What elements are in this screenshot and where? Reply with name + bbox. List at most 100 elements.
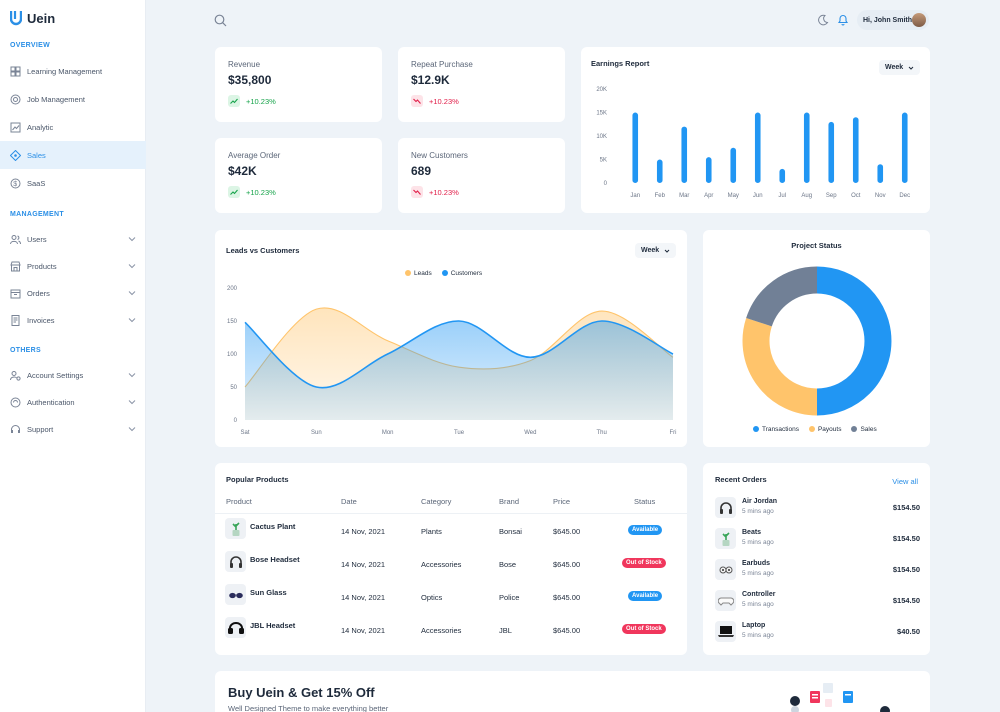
column-header-price[interactable]: Price: [553, 497, 571, 506]
table-row[interactable]: Cactus Plant 14 Nov, 2021 Plants Bonsai …: [215, 515, 687, 548]
chevron-down-icon: [128, 264, 136, 269]
moon-icon[interactable]: [817, 14, 829, 26]
x-tick-label: Jun: [753, 193, 763, 199]
stat-value: $12.9K: [411, 73, 450, 87]
column-header-status[interactable]: Status: [634, 497, 656, 506]
sidebar-item-products[interactable]: Products: [0, 252, 146, 280]
controller-icon: [715, 590, 736, 611]
recent-orders-title: Recent Orders: [715, 475, 767, 484]
project-legend: Transactions Payouts Sales: [753, 426, 877, 433]
plant-icon: [715, 528, 736, 549]
diamond-icon: [10, 149, 21, 161]
sidebar-item-job-management[interactable]: Job Management: [0, 85, 146, 113]
sidebar-item-account-settings[interactable]: Account Settings: [0, 361, 146, 389]
sidebar-item-learning-management[interactable]: Learning Management: [0, 57, 146, 85]
x-tick-label: May: [728, 193, 739, 199]
table-row[interactable]: JBL Headset 14 Nov, 2021 Accessories JBL…: [215, 614, 687, 647]
order-price: $154.50: [892, 534, 920, 543]
product-name: JBL Headset: [250, 621, 296, 630]
product-price: $645.00: [553, 593, 581, 602]
sidebar-item-label: Support: [27, 424, 54, 434]
donut-slice-sales: [746, 266, 818, 327]
dashboard-icon: [10, 66, 21, 76]
product-brand: Bose: [499, 560, 517, 569]
bar: [877, 164, 884, 183]
section-title-overview: OVERVIEW: [10, 42, 51, 49]
bar: [705, 157, 712, 183]
popular-products-card: Popular Products Product Date Category B…: [215, 463, 687, 655]
trend-down-icon: [411, 186, 423, 198]
y-tick-label: 200: [227, 286, 238, 292]
column-header-date[interactable]: Date: [341, 497, 357, 506]
legend-item-transactions[interactable]: Transactions: [753, 426, 799, 433]
brand[interactable]: Uein: [10, 10, 55, 26]
sidebar-item-authentication[interactable]: Authentication: [0, 388, 146, 416]
sidebar-item-analytic[interactable]: Analytic: [0, 113, 146, 141]
sidebar-item-users[interactable]: Users: [0, 225, 146, 253]
table-row[interactable]: Bose Headset 14 Nov, 2021 Accessories Bo…: [215, 548, 687, 581]
earnings-bar-chart: 0 5K 10K 15K 20K Jan Feb Mar Apr May Jun Jul Aug Sep O…: [596, 87, 910, 199]
status-badge: Out of Stock: [622, 624, 666, 634]
list-item[interactable]: Controller 5 mins ago $154.50: [715, 588, 920, 614]
bar: [681, 126, 688, 183]
sidebar-item-support[interactable]: Support: [0, 415, 146, 443]
stat-card-repeat-purchase: Repeat Purchase $12.9K +10.23%: [398, 47, 565, 122]
x-tick-label: Thu: [596, 430, 606, 436]
sidebar-item-label: Invoices: [27, 315, 55, 325]
earbuds-icon: [715, 559, 736, 580]
column-header-category[interactable]: Category: [421, 497, 452, 506]
x-tick-label: Aug: [801, 193, 812, 199]
series-area-customers: [245, 320, 673, 420]
x-tick-label: Apr: [704, 193, 713, 199]
sidebar-item-sales[interactable]: Sales: [0, 141, 146, 169]
y-tick-label: 100: [227, 352, 238, 358]
list-item[interactable]: Laptop 5 mins ago $40.50: [715, 619, 920, 645]
bell-icon[interactable]: [837, 13, 849, 26]
recent-orders-card: Recent Orders View all Air Jordan 5 mins…: [703, 463, 930, 655]
sidebar-item-invoices[interactable]: Invoices: [0, 306, 146, 334]
invoice-icon: [11, 314, 20, 326]
earnings-period-select[interactable]: Week: [879, 60, 921, 75]
status-badge: Available: [628, 591, 663, 601]
bar: [656, 159, 663, 183]
sidebar-item-saas[interactable]: $ SaaS: [0, 169, 146, 197]
leads-period-select[interactable]: Week: [635, 243, 677, 258]
earnings-card: Earnings Report Week 0 5K 10K 15K 20K Jan Feb M…: [581, 47, 930, 213]
plant-icon: [225, 518, 246, 539]
list-item[interactable]: Earbuds 5 mins ago $154.50: [715, 557, 920, 583]
lock-icon: [10, 397, 21, 407]
x-tick-label: Mar: [679, 193, 689, 199]
chevron-down-icon: [128, 291, 136, 296]
legend-item-payouts[interactable]: Payouts: [808, 426, 841, 433]
legend-label: Sales: [860, 426, 877, 433]
stat-change: +10.23%: [411, 186, 459, 198]
leads-area-chart: 0 50 100 150 200 Sat Sun Mon Tue Wed Thu Fri: [227, 286, 677, 436]
logo-icon: [10, 11, 22, 26]
search-icon[interactable]: [214, 14, 227, 27]
x-tick-label: Tue: [454, 430, 465, 436]
column-header-product[interactable]: Product: [226, 497, 252, 506]
status-badge: Available: [628, 525, 663, 535]
view-all-link[interactable]: View all: [892, 477, 918, 486]
order-time: 5 mins ago: [742, 539, 774, 546]
legend-dot: [851, 426, 858, 433]
sidebar-item-orders[interactable]: Orders: [0, 279, 146, 307]
list-item[interactable]: Beats 5 mins ago $154.50: [715, 526, 920, 552]
legend-item-customers[interactable]: Customers: [441, 270, 482, 277]
promo-illustration: [790, 683, 890, 712]
sidebar-item-label: Authentication: [27, 397, 75, 407]
list-item[interactable]: Air Jordan 5 mins ago $154.50: [715, 495, 920, 521]
headset-icon: [11, 424, 20, 433]
legend-item-sales[interactable]: Sales: [851, 426, 877, 433]
bar: [852, 117, 859, 183]
order-time: 5 mins ago: [742, 601, 774, 608]
product-price: $645.00: [553, 626, 581, 635]
bar: [730, 147, 737, 183]
sidebar-item-label: Products: [27, 261, 57, 271]
column-header-brand[interactable]: Brand: [499, 497, 520, 506]
product-name: Bose Headset: [250, 555, 300, 564]
table-row[interactable]: Sun Glass 14 Nov, 2021 Optics Police $64…: [215, 581, 687, 614]
chevron-down-icon: [128, 373, 136, 378]
user-menu[interactable]: Hi, John Smith: [857, 10, 929, 30]
legend-item-leads[interactable]: Leads: [405, 270, 432, 277]
